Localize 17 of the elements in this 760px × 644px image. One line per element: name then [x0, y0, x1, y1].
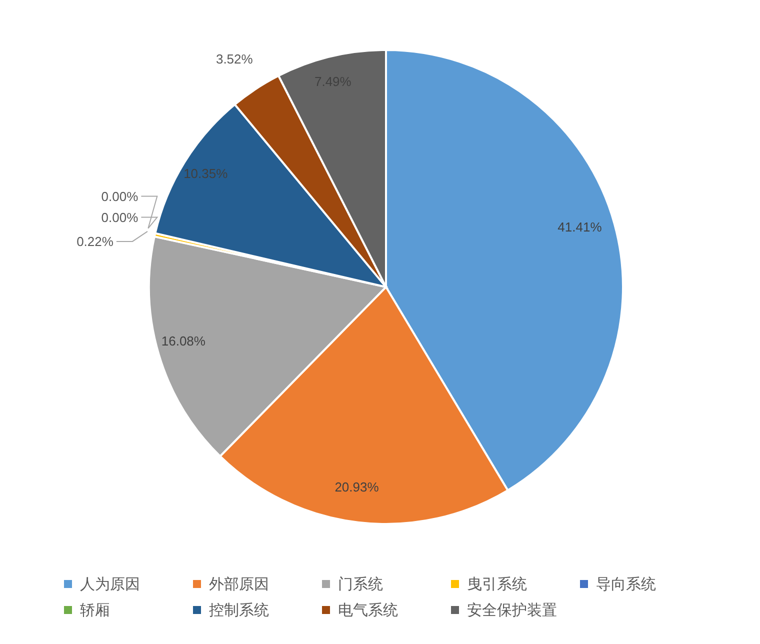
legend-label: 外部原因: [209, 574, 269, 594]
legend-label: 控制系统: [209, 600, 269, 620]
text: 0.00%: [101, 188, 138, 204]
legend-label: 安全保护装置: [467, 600, 557, 620]
legend-label: 曳引系统: [467, 574, 527, 594]
data-label: 20.93%: [334, 479, 380, 494]
legend-label: 门系统: [338, 574, 383, 594]
legend-label: 电气系统: [338, 600, 398, 620]
legend-label: 导向系统: [596, 574, 656, 594]
data-label: 10.35%: [184, 166, 228, 182]
data-label: 41.41%: [558, 220, 602, 235]
legend-label: 轿厢: [80, 600, 110, 620]
data-label: 3.52%: [216, 51, 254, 66]
text: 0.00%: [101, 210, 138, 225]
data-label: 0.22%: [76, 234, 114, 249]
data-label: 16.08%: [161, 334, 206, 349]
legend-label: 人为原因: [80, 574, 140, 594]
